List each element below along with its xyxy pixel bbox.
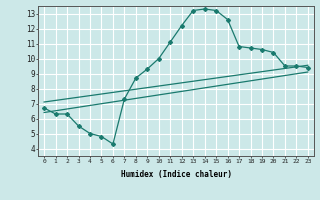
X-axis label: Humidex (Indice chaleur): Humidex (Indice chaleur) <box>121 170 231 179</box>
